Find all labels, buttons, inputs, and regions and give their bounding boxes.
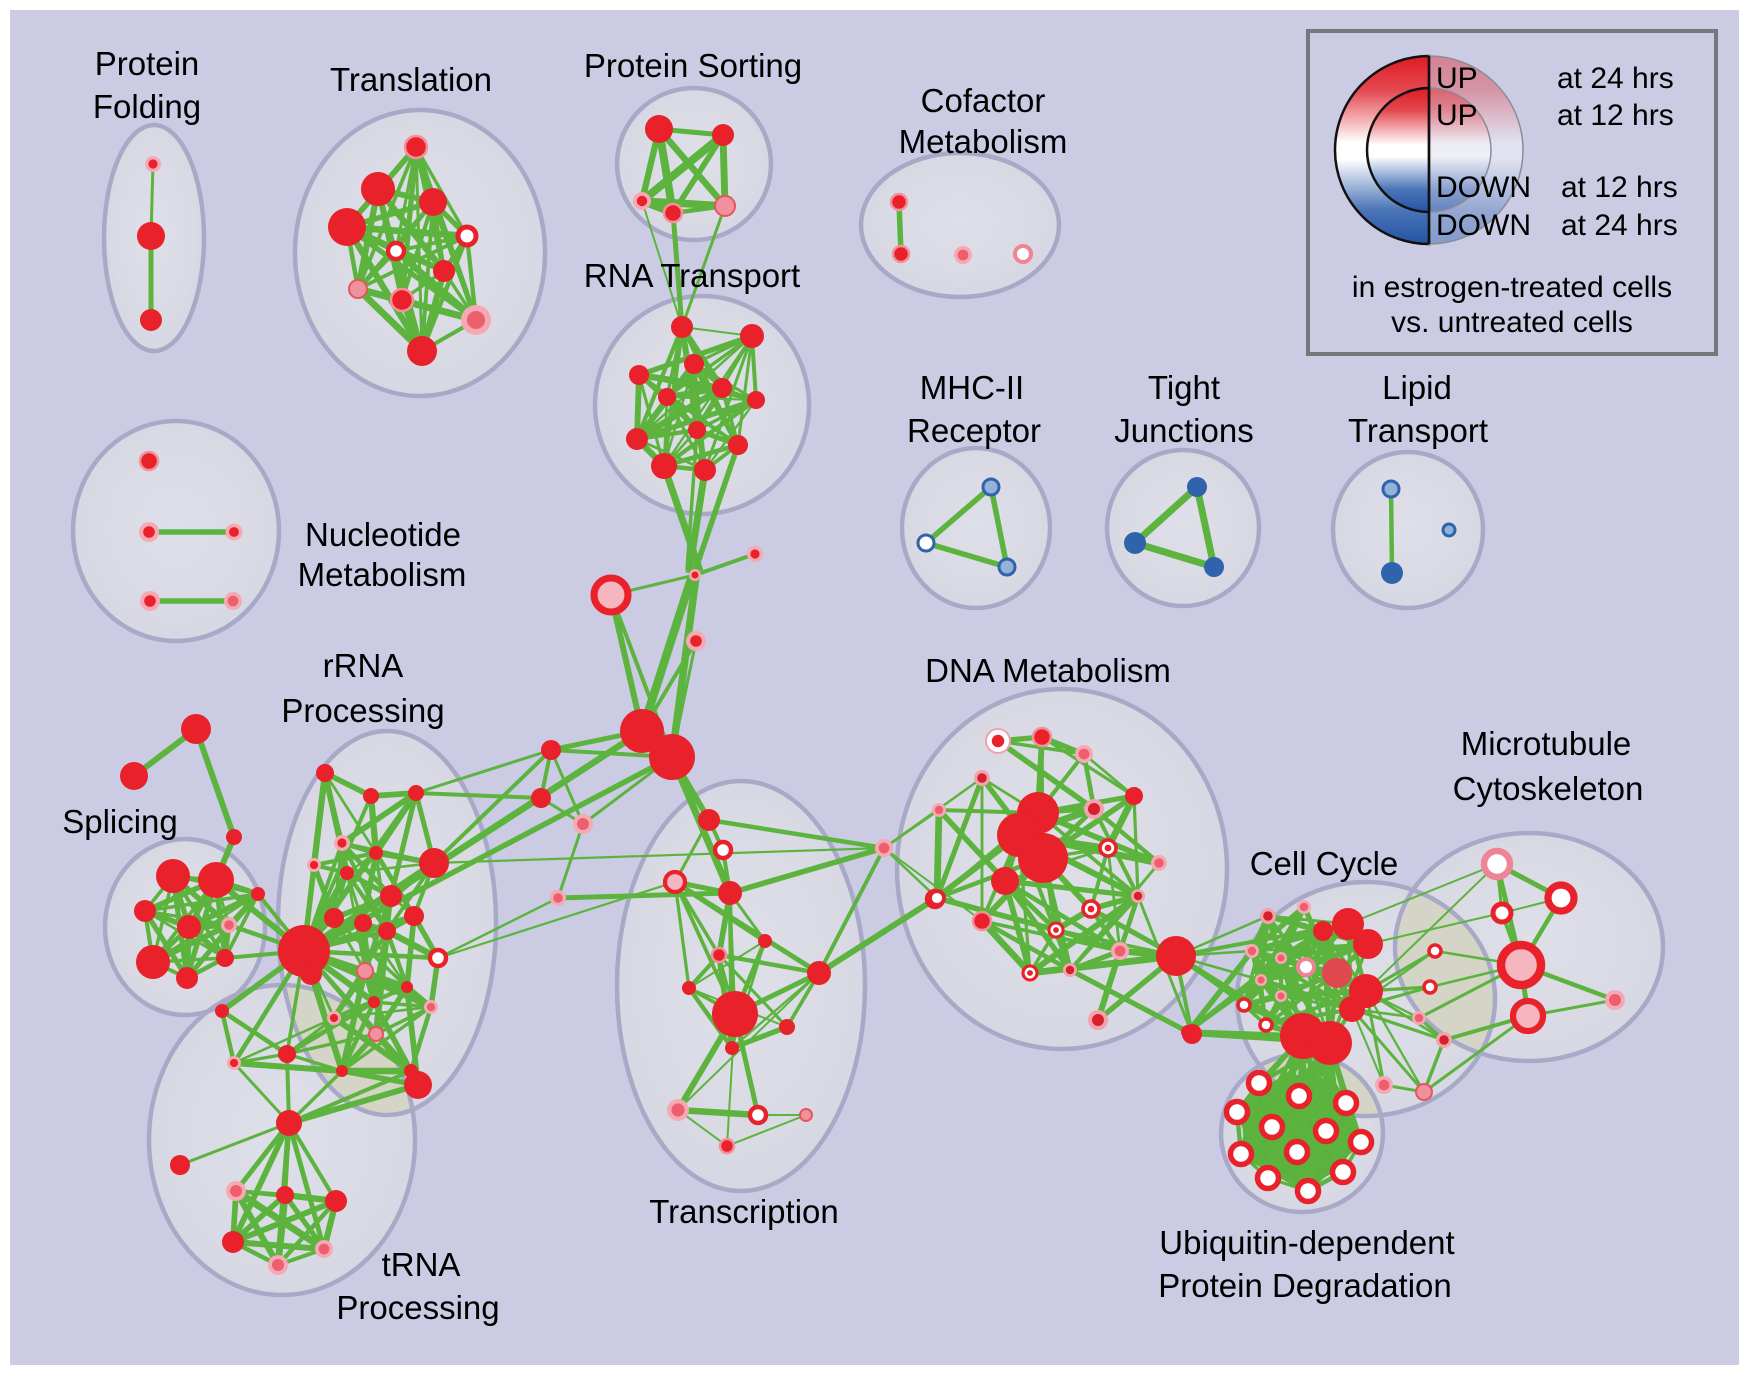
- svg-text:RNA Transport: RNA Transport: [584, 257, 800, 294]
- svg-text:Protein Sorting: Protein Sorting: [584, 47, 802, 84]
- svg-text:at 24 hrs: at 24 hrs: [1561, 209, 1678, 242]
- svg-text:UP: UP: [1436, 99, 1478, 132]
- svg-text:Junctions: Junctions: [1114, 412, 1253, 449]
- svg-text:in estrogen-treated cells: in estrogen-treated cells: [1352, 271, 1672, 304]
- svg-text:at 12 hrs: at 12 hrs: [1557, 99, 1674, 132]
- svg-text:at 12 hrs: at 12 hrs: [1561, 171, 1678, 204]
- svg-text:Nucleotide: Nucleotide: [305, 516, 461, 553]
- svg-text:Ubiquitin-dependent: Ubiquitin-dependent: [1159, 1224, 1454, 1261]
- svg-text:at 24 hrs: at 24 hrs: [1557, 62, 1674, 95]
- svg-text:Cytoskeleton: Cytoskeleton: [1453, 770, 1644, 807]
- svg-text:Lipid: Lipid: [1382, 369, 1452, 406]
- svg-text:Cell Cycle: Cell Cycle: [1250, 845, 1399, 882]
- svg-text:vs. untreated cells: vs. untreated cells: [1391, 306, 1633, 339]
- svg-text:Metabolism: Metabolism: [298, 556, 467, 593]
- svg-text:DNA Metabolism: DNA Metabolism: [925, 652, 1171, 689]
- svg-text:Protein: Protein: [95, 45, 200, 82]
- svg-text:Folding: Folding: [93, 88, 201, 125]
- svg-text:Metabolism: Metabolism: [899, 123, 1068, 160]
- svg-text:Translation: Translation: [330, 61, 492, 98]
- svg-text:DOWN: DOWN: [1436, 171, 1531, 204]
- svg-text:Cofactor: Cofactor: [921, 82, 1046, 119]
- svg-text:tRNA: tRNA: [382, 1246, 461, 1283]
- svg-text:UP: UP: [1436, 62, 1478, 95]
- svg-text:Transcription: Transcription: [649, 1193, 839, 1230]
- svg-text:rRNA: rRNA: [323, 647, 404, 684]
- svg-text:Microtubule: Microtubule: [1461, 725, 1632, 762]
- svg-text:MHC-II: MHC-II: [920, 369, 1024, 406]
- svg-text:DOWN: DOWN: [1436, 209, 1531, 242]
- svg-text:Processing: Processing: [336, 1289, 499, 1326]
- svg-text:Splicing: Splicing: [62, 803, 178, 840]
- svg-text:Processing: Processing: [281, 692, 444, 729]
- svg-text:Transport: Transport: [1348, 412, 1488, 449]
- svg-text:Protein Degradation: Protein Degradation: [1158, 1267, 1452, 1304]
- svg-text:Tight: Tight: [1148, 369, 1220, 406]
- svg-text:Receptor: Receptor: [907, 412, 1041, 449]
